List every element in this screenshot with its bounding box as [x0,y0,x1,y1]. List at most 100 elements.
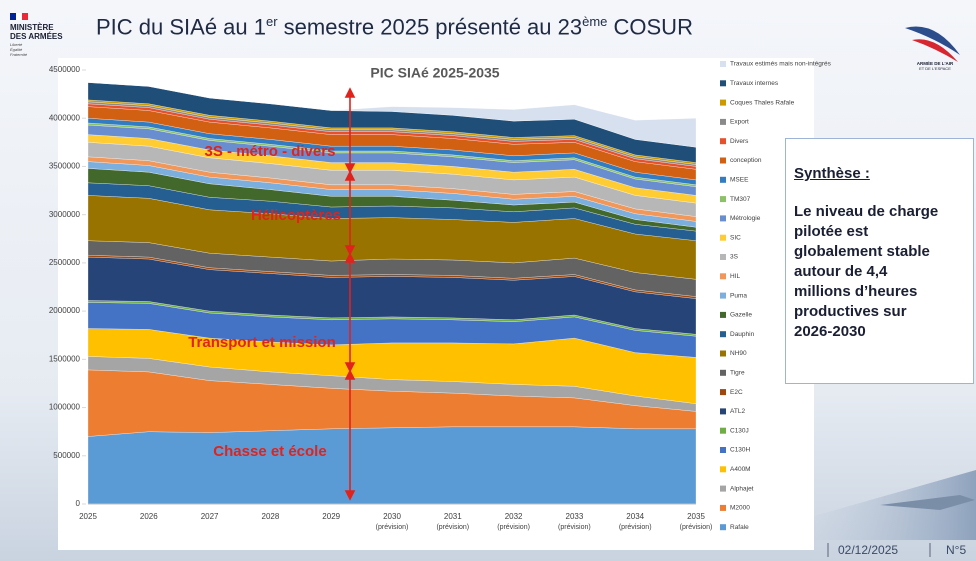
synthesis-line: 2026-2030 [794,322,973,342]
legend-swatch [720,312,726,318]
annotation: Hélicoptères [251,207,341,224]
flag-red [22,13,28,20]
title-part: PIC du SIAé au 1 [96,14,266,39]
synthesis-line: productives sur [794,302,973,322]
y-tick-label: 0 [76,499,81,508]
legend-label: E2C [730,389,743,396]
title-part: COSUR [607,14,693,39]
legend-label: SIC [730,234,741,241]
x-tick-label: 2032 [505,512,523,521]
legend-swatch [720,273,726,279]
legend-label: 3S [730,254,739,261]
legend-swatch [720,486,726,492]
legend-label: A400M [730,466,751,473]
y-tick-label: 3500000 [49,162,81,171]
legend-label: Export [730,119,749,126]
legend-swatch [720,370,726,376]
ministry-name: MINISTÈRE [10,23,54,32]
legend-label: Divers [730,138,749,145]
chart-title: PIC SIAé 2025-2035 [370,65,499,81]
legend-label: conception [730,157,762,164]
slide: MINISTÈRE DES ARMÉES Liberté Égalité Fra… [0,0,976,561]
legend-swatch [720,524,726,530]
legend-swatch [720,408,726,414]
y-tick-label: 1000000 [49,403,81,412]
legend-label: Coques Thales Rafale [730,99,795,106]
legend-swatch [720,196,726,202]
legend-swatch [720,466,726,472]
synthesis-heading: Synthèse : [794,165,973,182]
x-tick-label: 2025 [79,512,97,521]
slide-title: PIC du SIAé au 1er semestre 2025 présent… [96,14,693,40]
series-layer [88,83,696,505]
y-tick-label: 500000 [53,451,80,460]
legend-label: Travaux internes [730,80,779,87]
x-tick-label: 2030 [383,512,401,521]
x-tick-label: 2031 [444,512,462,521]
ministry-name: DES ARMÉES [10,32,63,41]
y-tick-label: 2000000 [49,306,81,315]
legend-swatch [720,215,726,221]
y-tick-label: 4500000 [49,65,81,74]
title-part: semestre 2025 présenté au 23 [278,14,583,39]
legend-label: Dauphin [730,331,755,338]
air-force-name: ET DE L'ESPACE [919,66,951,71]
x-tick-label: 2029 [322,512,340,521]
air-force-logo [905,27,960,55]
legend-label: C130J [730,427,749,434]
legend-swatch [720,61,726,67]
legend-label: Alphajet [730,485,754,492]
synthesis-line: globalement stable [794,242,973,262]
synthesis-line: millions d’heures [794,282,973,302]
legend-swatch [720,100,726,106]
legend-swatch [720,331,726,337]
legend-swatch [720,293,726,299]
legend-label: ATL2 [730,408,745,415]
legend-label: HIL [730,273,741,280]
legend-label: C130H [730,447,751,454]
legend-label: MSEE [730,177,749,184]
legend-swatch [720,447,726,453]
x-tick-note: (prévision) [619,524,652,531]
x-tick-label: 2026 [140,512,158,521]
legend-swatch [720,80,726,86]
x-tick-label: 2033 [566,512,584,521]
y-tick-label: 4000000 [49,113,81,122]
y-tick-label: 2500000 [49,258,81,267]
legend-label: M2000 [730,505,750,512]
legend-label: TM307 [730,196,751,203]
synthesis-line: autour de 4,4 [794,262,973,282]
legend-label: Tigre [730,370,745,377]
synthesis-line: pilotée est [794,222,973,242]
x-tick-label: 2034 [626,512,644,521]
title-superscript: er [266,14,278,29]
air-force-logo [912,39,958,62]
legend-swatch [720,254,726,260]
legend-swatch [720,177,726,183]
legend-swatch [720,505,726,511]
annotation: Transport et mission [188,334,336,351]
footer-date: 02/12/2025 [838,543,898,557]
footer-page: N°5 [946,543,966,557]
x-tick-label: 2035 [687,512,705,521]
legend-swatch [720,138,726,144]
ministry-flag [10,13,28,20]
x-tick-label: 2027 [201,512,219,521]
x-tick-note: (prévision) [497,524,530,531]
y-tick-label: 1500000 [49,354,81,363]
x-tick-note: (prévision) [680,524,713,531]
y-tick-label: 3000000 [49,210,81,219]
legend-swatch [720,389,726,395]
x-tick-note: (prévision) [376,524,409,531]
legend-label: Métrologie [730,215,761,222]
legend-label: Puma [730,292,747,299]
synthesis-line: Le niveau de charge [794,202,973,222]
legend-swatch [720,119,726,125]
legend-swatch [720,428,726,434]
title-superscript: ème [582,14,607,29]
legend-swatch [720,235,726,241]
x-tick-label: 2028 [262,512,280,521]
x-tick-note: (prévision) [436,524,469,531]
legend-label: NH90 [730,350,747,357]
